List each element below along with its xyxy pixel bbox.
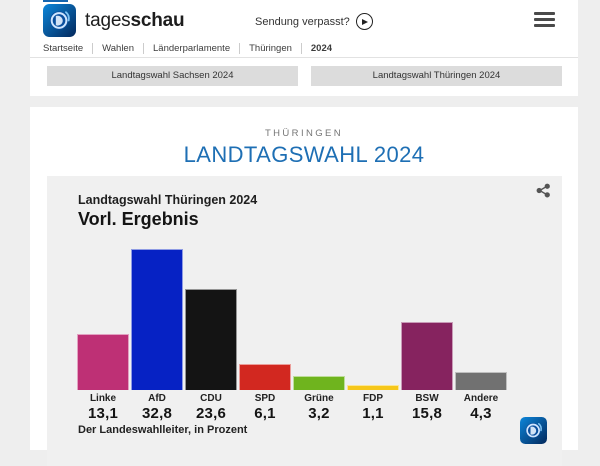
bar-value-label: 3,2 bbox=[308, 405, 330, 422]
bar-category-label: SPD bbox=[254, 393, 276, 404]
bar-category-label: AfD bbox=[148, 393, 166, 404]
bar-zone bbox=[401, 240, 453, 390]
bar-Andere[interactable] bbox=[455, 372, 507, 390]
bar-value-label: 6,1 bbox=[254, 405, 276, 422]
bar-group-BSW: BSW 15,8 bbox=[401, 240, 453, 422]
bar-category-label: CDU bbox=[200, 393, 222, 404]
sendung-verpasst-link[interactable]: Sendung verpasst? bbox=[255, 13, 373, 30]
play-icon bbox=[355, 13, 373, 30]
button-landtagswahl-thueringen[interactable]: Landtagswahl Thüringen 2024 bbox=[311, 66, 562, 86]
tagesschau-globe-icon bbox=[43, 4, 76, 37]
page-title: LANDTAGSWAHL 2024 bbox=[183, 142, 425, 167]
bar-value-label: 23,6 bbox=[196, 405, 226, 422]
site-header: tagesschau Sendung verpasst? Startseite … bbox=[30, 0, 578, 96]
breadcrumb-item-startseite[interactable]: Startseite bbox=[43, 43, 84, 54]
bar-Grüne[interactable] bbox=[293, 376, 345, 390]
bar-value-label: 32,8 bbox=[142, 405, 172, 422]
breadcrumb-item-laenderparlamente[interactable]: Länderparlamente bbox=[143, 43, 230, 54]
sendung-verpasst-label: Sendung verpasst? bbox=[255, 15, 350, 28]
bar-zone bbox=[239, 240, 291, 390]
bar-zone bbox=[77, 240, 129, 390]
bar-BSW[interactable] bbox=[401, 322, 453, 390]
chart-source: Der Landeswahlleiter, in Prozent bbox=[78, 424, 248, 436]
bar-group-Andere: Andere 4,3 bbox=[455, 240, 507, 422]
page-kicker: THÜRINGEN bbox=[264, 128, 344, 139]
bar-category-label: Grüne bbox=[304, 393, 334, 404]
bar-zone bbox=[131, 240, 183, 390]
bar-category-label: Andere bbox=[463, 393, 499, 404]
wordmark-bold: schau bbox=[130, 9, 185, 31]
bar-CDU[interactable] bbox=[185, 289, 237, 390]
tagesschau-wordmark: tagesschau bbox=[85, 9, 185, 32]
bar-group-FDP: FDP 1,1 bbox=[347, 240, 399, 422]
bar-group-CDU: CDU 23,6 bbox=[185, 240, 237, 422]
bar-group-AfD: AfD 32,8 bbox=[131, 240, 183, 422]
bar-zone bbox=[455, 240, 507, 390]
header-accent-bar bbox=[43, 0, 68, 2]
hamburger-icon[interactable] bbox=[534, 12, 555, 30]
button-landtagswahl-sachsen[interactable]: Landtagswahl Sachsen 2024 bbox=[47, 66, 298, 86]
share-icon[interactable] bbox=[536, 183, 551, 198]
bar-zone bbox=[293, 240, 345, 390]
bar-group-Linke: Linke 13,1 bbox=[77, 240, 129, 422]
chart-subtitle: Vorl. Ergebnis bbox=[78, 209, 199, 229]
chart-title: Landtagswahl Thüringen 2024 bbox=[78, 193, 258, 207]
tagesschau-globe-icon bbox=[520, 417, 547, 444]
bar-SPD[interactable] bbox=[239, 364, 291, 390]
bar-category-label: BSW bbox=[415, 393, 439, 404]
bar-FDP[interactable] bbox=[347, 385, 399, 390]
bar-value-label: 13,1 bbox=[88, 405, 118, 422]
bar-chart: Linke 13,1 AfD 32,8 CDU 23,6 SPD 6,1 Grüne 3,2 FDP… bbox=[77, 240, 507, 422]
quicklinks: Landtagswahl Sachsen 2024 Landtagswahl T… bbox=[30, 66, 578, 86]
bar-Linke[interactable] bbox=[77, 334, 129, 390]
bar-category-label: Linke bbox=[89, 393, 117, 404]
wordmark-light: tages bbox=[85, 9, 131, 31]
bar-group-Grüne: Grüne 3,2 bbox=[293, 240, 345, 422]
bar-group-SPD: SPD 6,1 bbox=[239, 240, 291, 422]
bar-zone bbox=[185, 240, 237, 390]
breadcrumb-item-thueringen[interactable]: Thüringen bbox=[239, 43, 292, 54]
masthead: tagesschau Sendung verpasst? bbox=[30, 0, 578, 40]
bar-value-label: 1,1 bbox=[362, 405, 384, 422]
bar-value-label: 15,8 bbox=[412, 405, 442, 422]
tagesschau-home-link[interactable]: tagesschau bbox=[43, 4, 185, 37]
breadcrumb-item-wahlen[interactable]: Wahlen bbox=[92, 43, 134, 54]
bar-category-label: FDP bbox=[363, 393, 383, 404]
bar-AfD[interactable] bbox=[131, 249, 183, 390]
bar-zone bbox=[347, 240, 399, 390]
breadcrumb-item-2024: 2024 bbox=[300, 43, 332, 54]
main-content: THÜRINGEN LANDTAGSWAHL 2024 Landtagswahl… bbox=[30, 107, 578, 466]
election-result-chart: Landtagswahl Thüringen 2024 Vorl. Ergebn… bbox=[47, 176, 562, 466]
bar-value-label: 4,3 bbox=[470, 405, 492, 422]
tagesschau-election-page: tagesschau Sendung verpasst? Startseite … bbox=[0, 0, 600, 450]
breadcrumb: Startseite Wahlen Länderparlamente Thüri… bbox=[30, 40, 578, 58]
